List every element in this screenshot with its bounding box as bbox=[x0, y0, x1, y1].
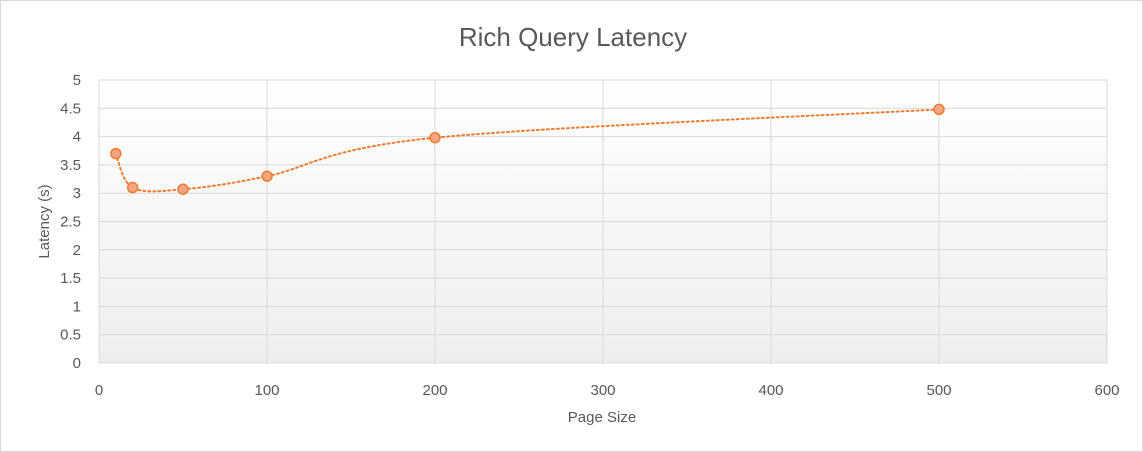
y-tick-label: 4 bbox=[73, 129, 81, 146]
x-tick-label: 500 bbox=[926, 382, 951, 399]
series-markers bbox=[110, 103, 945, 195]
x-axis-title: Page Size bbox=[568, 409, 636, 426]
x-axis-ticks: 0 100 200 300 400 500 600 bbox=[95, 382, 1120, 399]
chart-title: Rich Query Latency bbox=[459, 22, 687, 52]
x-tick-label: 300 bbox=[590, 382, 615, 399]
data-point bbox=[177, 183, 189, 195]
x-tick-label: 400 bbox=[758, 382, 783, 399]
data-point bbox=[429, 131, 441, 144]
data-point bbox=[933, 103, 945, 116]
y-tick-label: 1 bbox=[73, 298, 81, 315]
y-tick-label: 3.5 bbox=[60, 157, 81, 174]
x-tick-label: 100 bbox=[254, 382, 279, 399]
y-axis-ticks: 0 0.5 1 1.5 2 2.5 3 3.5 4 4.5 5 bbox=[60, 72, 81, 372]
x-tick-label: 200 bbox=[422, 382, 447, 399]
y-tick-label: 3 bbox=[73, 185, 81, 202]
x-tick-label: 600 bbox=[1094, 382, 1119, 399]
y-axis-title: Latency (s) bbox=[36, 184, 53, 258]
y-tick-label: 0 bbox=[73, 355, 81, 372]
data-point bbox=[261, 170, 273, 182]
y-tick-label: 0.5 bbox=[60, 327, 81, 344]
data-point bbox=[110, 147, 122, 160]
y-tick-label: 2 bbox=[73, 242, 81, 259]
plot-area-border bbox=[98, 79, 1108, 364]
y-tick-label: 1.5 bbox=[60, 270, 81, 287]
x-tick-label: 0 bbox=[95, 382, 103, 399]
data-point bbox=[126, 181, 139, 194]
y-tick-label: 5 bbox=[73, 72, 81, 89]
y-tick-label: 4.5 bbox=[60, 100, 81, 117]
y-tick-label: 2.5 bbox=[60, 214, 81, 231]
